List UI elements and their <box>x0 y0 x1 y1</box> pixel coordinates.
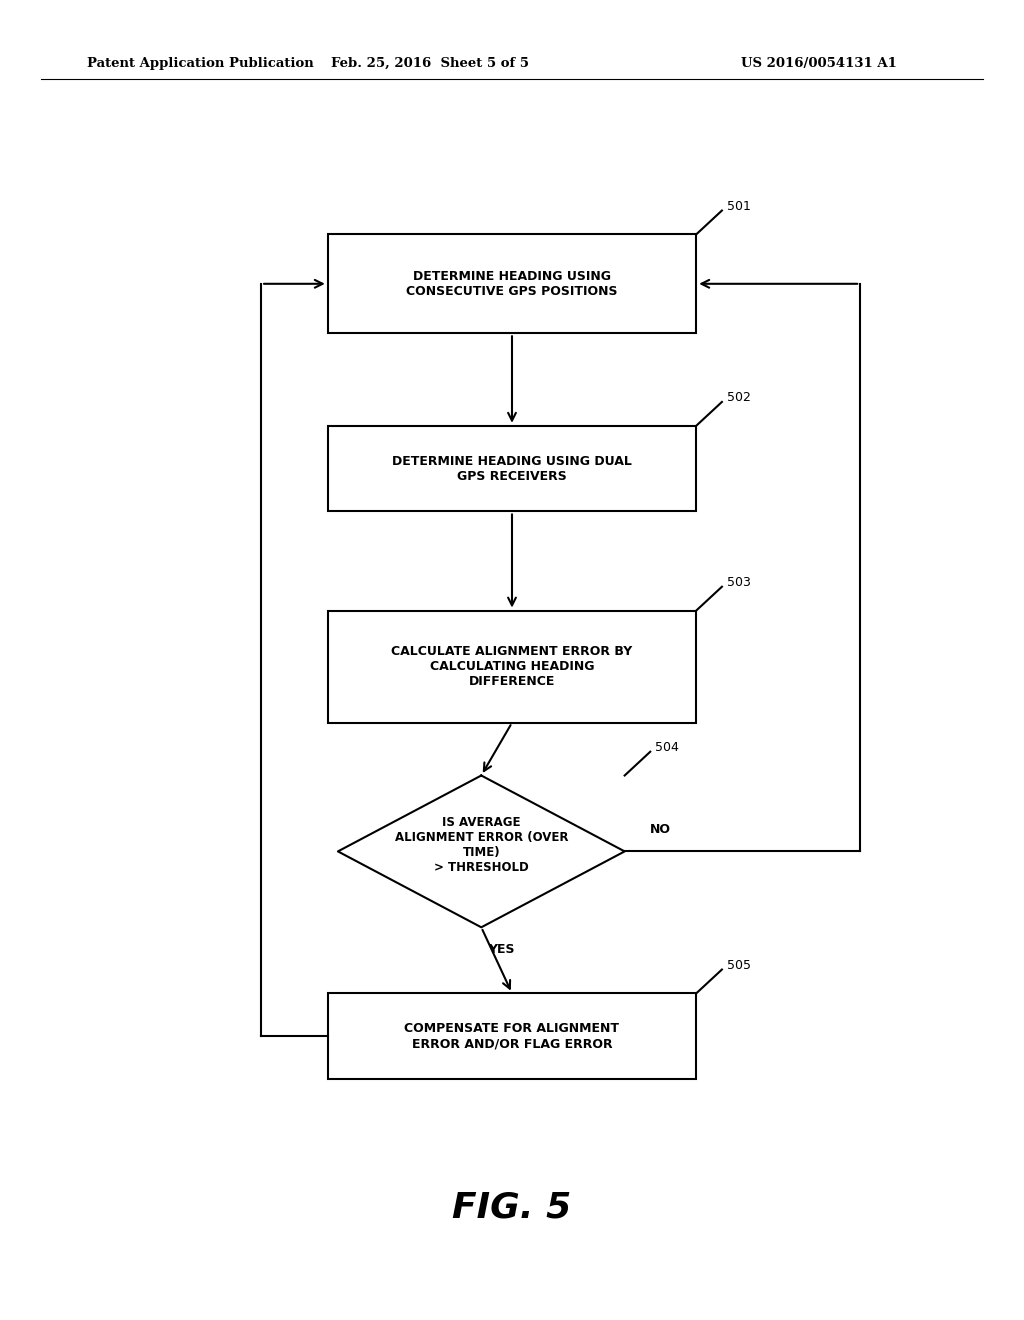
Text: YES: YES <box>488 942 515 956</box>
Bar <box>328 425 696 511</box>
Text: 502: 502 <box>727 392 751 404</box>
Text: Feb. 25, 2016  Sheet 5 of 5: Feb. 25, 2016 Sheet 5 of 5 <box>331 57 529 70</box>
Text: DETERMINE HEADING USING
CONSECUTIVE GPS POSITIONS: DETERMINE HEADING USING CONSECUTIVE GPS … <box>407 269 617 298</box>
Bar <box>328 235 696 333</box>
Text: 505: 505 <box>727 960 751 972</box>
Text: 503: 503 <box>727 577 751 589</box>
Text: 504: 504 <box>655 742 679 754</box>
Text: FIG. 5: FIG. 5 <box>453 1191 571 1225</box>
Text: NO: NO <box>650 822 672 836</box>
Text: DETERMINE HEADING USING DUAL
GPS RECEIVERS: DETERMINE HEADING USING DUAL GPS RECEIVE… <box>392 454 632 483</box>
Text: Patent Application Publication: Patent Application Publication <box>87 57 313 70</box>
Polygon shape <box>338 776 625 927</box>
Text: CALCULATE ALIGNMENT ERROR BY
CALCULATING HEADING
DIFFERENCE: CALCULATE ALIGNMENT ERROR BY CALCULATING… <box>391 645 633 688</box>
Text: 501: 501 <box>727 201 751 213</box>
Text: COMPENSATE FOR ALIGNMENT
ERROR AND/OR FLAG ERROR: COMPENSATE FOR ALIGNMENT ERROR AND/OR FL… <box>404 1022 620 1051</box>
Text: US 2016/0054131 A1: US 2016/0054131 A1 <box>741 57 897 70</box>
Bar <box>328 993 696 1080</box>
Bar <box>328 610 696 722</box>
Text: IS AVERAGE
ALIGNMENT ERROR (OVER
TIME)
> THRESHOLD: IS AVERAGE ALIGNMENT ERROR (OVER TIME) >… <box>394 816 568 874</box>
